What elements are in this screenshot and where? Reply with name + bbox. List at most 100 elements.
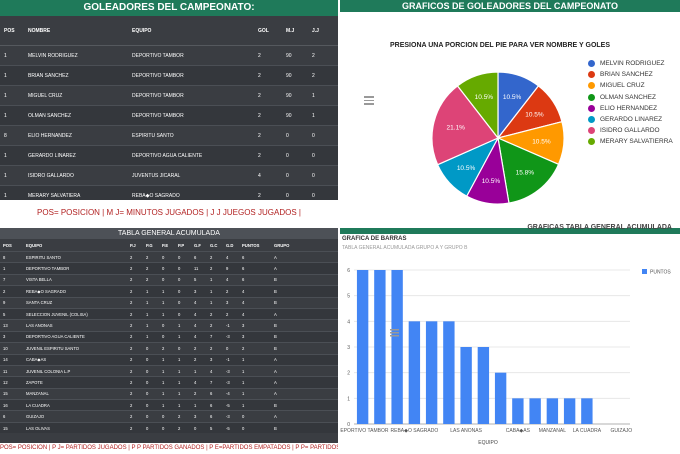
table-cell: 1	[178, 391, 181, 397]
pie-slice[interactable]	[456, 71, 499, 140]
tabla-title: TABLA GENERAL ACUMULADA	[0, 228, 338, 239]
col-header: P.P	[178, 242, 185, 248]
cell-nombre: MELVIN RODRIGUEZ	[28, 52, 78, 59]
pie-slice[interactable]	[431, 85, 499, 166]
y-tick-label: 1	[347, 396, 350, 402]
bar-panel-band	[340, 228, 680, 234]
table-cell: 0	[162, 277, 165, 283]
cell-gol: 2	[258, 52, 261, 59]
cell-nombre: OLMAN SANCHEZ	[28, 112, 72, 119]
bar-panel-title: GRAFICAS TABLA GENERAL ACUMULADA	[527, 224, 672, 231]
x-tick-label: REBA◆O SAGRADO	[391, 428, 439, 434]
table-cell: 0	[178, 266, 181, 272]
bar[interactable]	[581, 398, 593, 424]
col-header: EQUIPO	[26, 242, 43, 248]
pie-legend-item[interactable]: MERARY SALVATIERRA	[588, 136, 673, 147]
table-cell: 9	[3, 300, 6, 306]
x-tick-label: MANZANAL	[539, 428, 566, 434]
table-cell: CABA◆AS	[26, 357, 47, 363]
table-cell: 2	[226, 311, 229, 317]
bar[interactable]	[356, 270, 369, 424]
cell-mj: 0	[286, 192, 289, 199]
bar[interactable]	[460, 347, 472, 424]
table-row: 7 VISTA BELLA 2 2 0 0 5 1 4 6 B	[0, 273, 338, 285]
bar[interactable]	[546, 398, 559, 424]
goleadores-title: GOLEADORES DEL CAMPEONATO:	[0, 0, 338, 16]
table-cell: 0	[242, 414, 245, 420]
table-cell: 16	[3, 402, 8, 408]
bar-chart[interactable]: 0 1 2 3 4 5 6 DEPORTIVO TAMBOR REBA◆O SAGRADO LAS…	[340, 228, 680, 454]
col-header: GRUPO	[274, 242, 290, 248]
table-cell: 4	[226, 254, 229, 260]
pie-legend-label: MERARY SALVATIERRA	[600, 138, 673, 146]
table-cell: B	[274, 277, 277, 283]
cell-jj: 0	[312, 152, 315, 159]
goleadores-legend: POS= POSICION | M J= MINUTOS JUGADOS | J…	[0, 200, 338, 226]
table-cell: 12	[3, 379, 8, 385]
table-cell: LAS OLIVAS	[26, 425, 50, 431]
bar[interactable]	[563, 398, 576, 424]
table-cell: 1	[162, 402, 165, 408]
cell-mj: 0	[286, 152, 289, 159]
bar[interactable]	[391, 270, 403, 424]
col-header: POS	[3, 242, 12, 248]
pie-legend-item[interactable]: OLMAN SANCHEZ	[588, 92, 673, 103]
table-cell: 3	[194, 288, 197, 294]
table-cell: 0	[146, 345, 149, 351]
table-cell: 3	[194, 414, 197, 420]
table-cell: 1	[146, 311, 149, 317]
table-row: 1 MELVIN RODRIGUEZ DEPORTIVO TAMBOR 2 90 2	[0, 46, 338, 66]
table-row: 15 LAS OLIVAS 2 0 0 2 0 5 -5 0 B	[0, 421, 338, 434]
table-cell: -5	[226, 402, 230, 408]
pie-slice[interactable]	[497, 137, 560, 204]
bar[interactable]	[408, 321, 421, 424]
table-cell: DEPORTIVO TAMBOR	[26, 266, 70, 272]
table-cell: 1	[178, 379, 181, 385]
bar[interactable]	[477, 347, 490, 424]
bar-legend-label[interactable]: PUNTOS	[650, 270, 671, 276]
table-cell: 4	[194, 300, 197, 306]
pie-legend-item[interactable]: MIGUEL CRUZ	[588, 80, 673, 91]
pie-chart[interactable]: 10.5% 10.5% 10.5% 15.8% 10.5% 10.5% 21.1% 10.5%	[418, 58, 578, 218]
table-cell: LA CUADRA	[26, 402, 50, 408]
table-cell: 7	[210, 334, 213, 340]
table-cell: A	[274, 311, 277, 317]
table-cell: 15	[3, 391, 8, 397]
table-cell: -4	[226, 391, 230, 397]
table-cell: 1	[242, 368, 245, 374]
bar[interactable]	[374, 270, 386, 424]
bar[interactable]	[443, 321, 455, 424]
bar[interactable]	[425, 321, 438, 424]
col-pos: POS	[4, 27, 15, 34]
table-cell: 2	[146, 277, 149, 283]
table-cell: 0	[162, 254, 165, 260]
table-cell: -1	[226, 357, 230, 363]
bar[interactable]	[512, 398, 524, 424]
bar[interactable]	[529, 398, 541, 424]
table-cell: 4	[194, 334, 197, 340]
cell-mj: 90	[286, 112, 292, 119]
cell-jj: 1	[312, 92, 315, 99]
pie-legend-item[interactable]: ELIO HERNANDEZ	[588, 103, 673, 114]
hamburger-icon[interactable]	[390, 329, 399, 337]
cell-mj: 90	[286, 72, 292, 79]
table-cell: 4	[194, 311, 197, 317]
pie-legend-item[interactable]: BRIAN SANCHEZ	[588, 69, 673, 80]
bar-panel: GRAFICAS TABLA GENERAL ACUMULADA GRAFICA…	[340, 224, 680, 454]
table-cell: 4	[226, 277, 229, 283]
table-cell: 1	[162, 357, 165, 363]
table-cell: 6	[242, 277, 245, 283]
hamburger-icon[interactable]	[364, 96, 374, 105]
table-cell: 1	[162, 379, 165, 385]
table-cell: 2	[194, 357, 197, 363]
bar[interactable]	[494, 372, 507, 424]
pie-legend-item[interactable]: GERARDO LINAREZ	[588, 114, 673, 125]
pie-legend-item[interactable]: MELVIN RODRIGUEZ	[588, 58, 673, 69]
table-cell: 2	[130, 288, 133, 294]
table-row: 10 JUVENIL ESPIRITU SANTO 2 0 2 0 2 2 0 2 B	[0, 342, 338, 353]
pie-legend-item[interactable]: ISIDRO GALLARDO	[588, 125, 673, 136]
table-cell: 1	[178, 357, 181, 363]
y-tick-label: 4	[347, 319, 350, 325]
table-cell: 2	[210, 323, 213, 329]
table-cell: 0	[178, 345, 181, 351]
